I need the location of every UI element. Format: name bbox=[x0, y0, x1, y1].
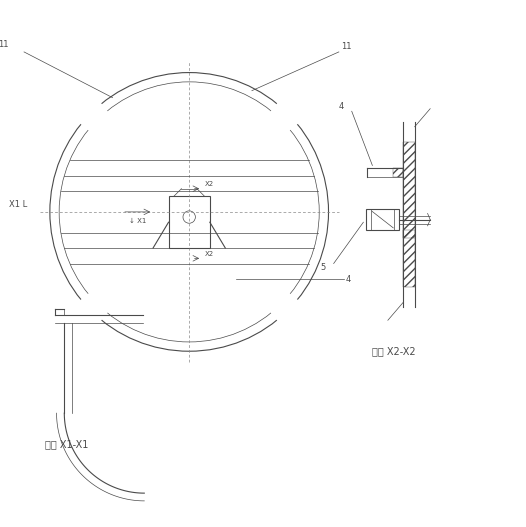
Bar bbox=[366, 209, 399, 230]
Text: 5: 5 bbox=[321, 263, 326, 272]
Bar bbox=[168, 197, 210, 248]
Text: 4: 4 bbox=[339, 102, 344, 111]
Bar bbox=[403, 230, 414, 238]
Text: X1 L: X1 L bbox=[8, 200, 27, 209]
Bar bbox=[403, 142, 414, 287]
Text: 剖面 X1-X1: 剖面 X1-X1 bbox=[45, 438, 88, 448]
Bar bbox=[393, 168, 403, 177]
Text: 剖面 X2-X2: 剖面 X2-X2 bbox=[372, 346, 416, 356]
Text: 4: 4 bbox=[346, 275, 351, 284]
Text: X2: X2 bbox=[205, 181, 214, 187]
Text: 11: 11 bbox=[341, 42, 352, 51]
Text: X2: X2 bbox=[205, 251, 214, 257]
Text: ↓ X1: ↓ X1 bbox=[129, 218, 146, 225]
Text: 11: 11 bbox=[0, 40, 9, 49]
